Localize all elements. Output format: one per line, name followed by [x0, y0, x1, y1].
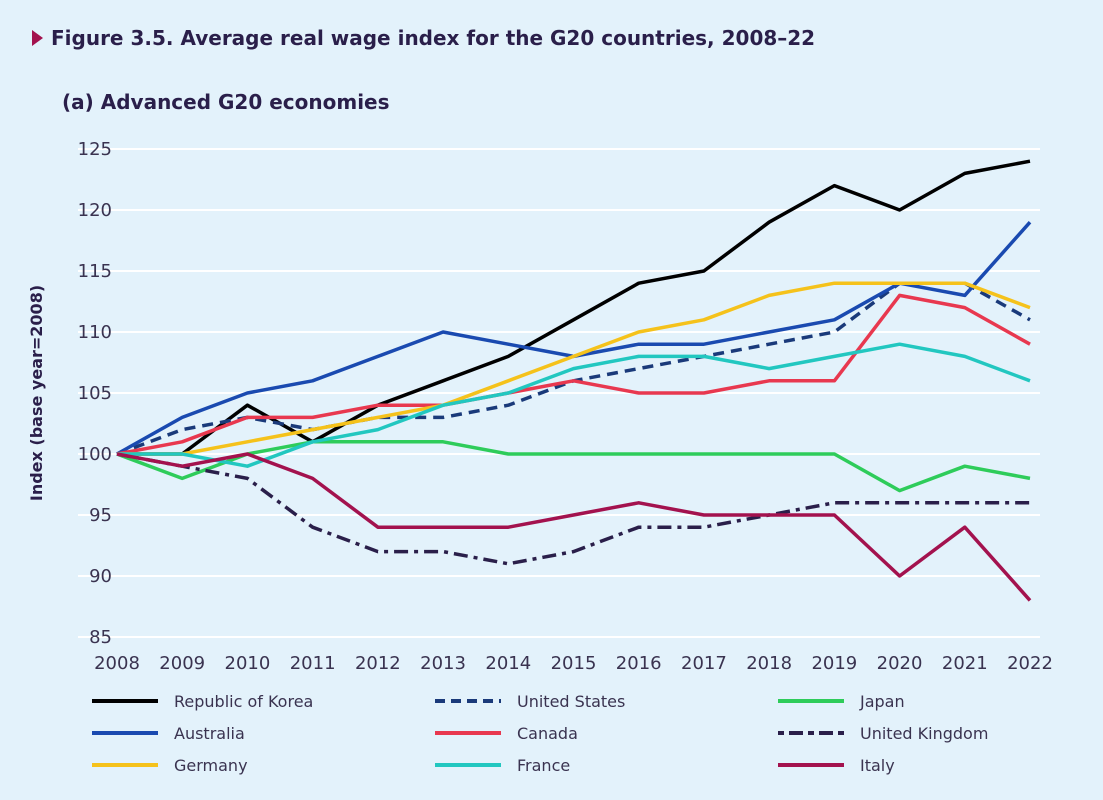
legend-item: Japan: [778, 690, 1078, 712]
legend-swatch-icon: [778, 763, 844, 767]
legend-label: United States: [517, 691, 626, 711]
series-line-australia: [116, 221, 1032, 456]
x-tick-label: 2020: [877, 653, 923, 674]
legend-label: Italy: [860, 755, 895, 775]
legend-label: France: [517, 755, 571, 775]
gridlines: [78, 148, 1040, 638]
triangle-marker-icon: [32, 30, 43, 46]
y-tick-label: 105: [78, 383, 112, 404]
x-tick-label: 2012: [355, 653, 401, 674]
legend-item: United States: [435, 690, 778, 712]
legend-swatch-icon: [92, 699, 158, 703]
legend-swatch-icon: [778, 699, 844, 703]
series-line-france: [117, 342, 1031, 468]
legend-label: United Kingdom: [860, 723, 989, 743]
legend-label: Republic of Korea: [174, 691, 314, 711]
y-axis-label: Index (base year=2008): [27, 285, 46, 501]
x-tick-label: 2013: [420, 653, 466, 674]
x-tick-label: 2018: [746, 653, 792, 674]
y-tick-label: 110: [78, 322, 112, 343]
y-tick-label: 95: [89, 505, 112, 526]
x-tick-label: 2021: [942, 653, 988, 674]
y-tick-label: 100: [78, 444, 112, 465]
legend-label: Canada: [517, 723, 578, 743]
series-line-canada: [116, 293, 1031, 456]
x-tick-label: 2016: [616, 653, 662, 674]
x-tick-label: 2010: [225, 653, 271, 674]
y-axis-ticks: 85 90 95 100 105 110 115 120 125: [78, 139, 112, 648]
x-tick-label: 2017: [681, 653, 727, 674]
legend-item: Republic of Korea: [92, 690, 435, 712]
chart-legend: Republic of Korea United States Japan Austr…: [92, 690, 1052, 776]
series-line-italy: [116, 452, 1032, 602]
legend-label: Japan: [860, 691, 905, 711]
x-tick-label: 2019: [811, 653, 857, 674]
y-tick-label: 115: [78, 261, 112, 282]
legend-item: Australia: [92, 722, 435, 744]
y-tick-label: 85: [89, 627, 112, 648]
x-tick-label: 2009: [159, 653, 205, 674]
y-tick-label: 120: [78, 200, 112, 221]
x-tick-label: 2022: [1007, 653, 1053, 674]
x-tick-label: 2008: [94, 653, 140, 674]
y-tick-label: 90: [89, 566, 112, 587]
legend-label: Australia: [174, 723, 245, 743]
x-tick-label: 2015: [551, 653, 597, 674]
series-line-germany: [117, 281, 1031, 456]
legend-swatch-icon: [435, 731, 501, 735]
line-chart: 85 90 95 100 105 110 115 120 125 2008 2009 2010 201…: [27, 139, 1053, 674]
figure-title: Figure 3.5. Average real wage index for …: [32, 26, 815, 50]
legend-swatch-icon: [92, 763, 158, 767]
chart-subtitle: (a) Advanced G20 economies: [62, 90, 390, 114]
x-tick-label: 2014: [485, 653, 531, 674]
x-tick-label: 2011: [290, 653, 336, 674]
y-tick-label: 125: [78, 139, 112, 160]
legend-swatch-icon: [435, 699, 501, 703]
legend-swatch-icon: [92, 731, 158, 735]
legend-item: United Kingdom: [778, 722, 1078, 744]
legend-label: Germany: [174, 755, 248, 775]
series-line-united-kingdom: [116, 452, 1030, 566]
x-axis-ticks: 2008 2009 2010 2011 2012 2013 2014 2015 2016 2017…: [94, 653, 1053, 674]
legend-item: Italy: [778, 754, 1078, 776]
legend-item: Canada: [435, 722, 778, 744]
series-line-republic-of-korea: [117, 159, 1031, 456]
legend-swatch-icon: [778, 731, 844, 735]
series-line-japan: [116, 440, 1031, 493]
legend-swatch-icon: [435, 763, 501, 767]
figure-title-text: Figure 3.5. Average real wage index for …: [51, 26, 816, 50]
series-lines: [116, 159, 1032, 602]
legend-item: Germany: [92, 754, 435, 776]
legend-item: France: [435, 754, 778, 776]
